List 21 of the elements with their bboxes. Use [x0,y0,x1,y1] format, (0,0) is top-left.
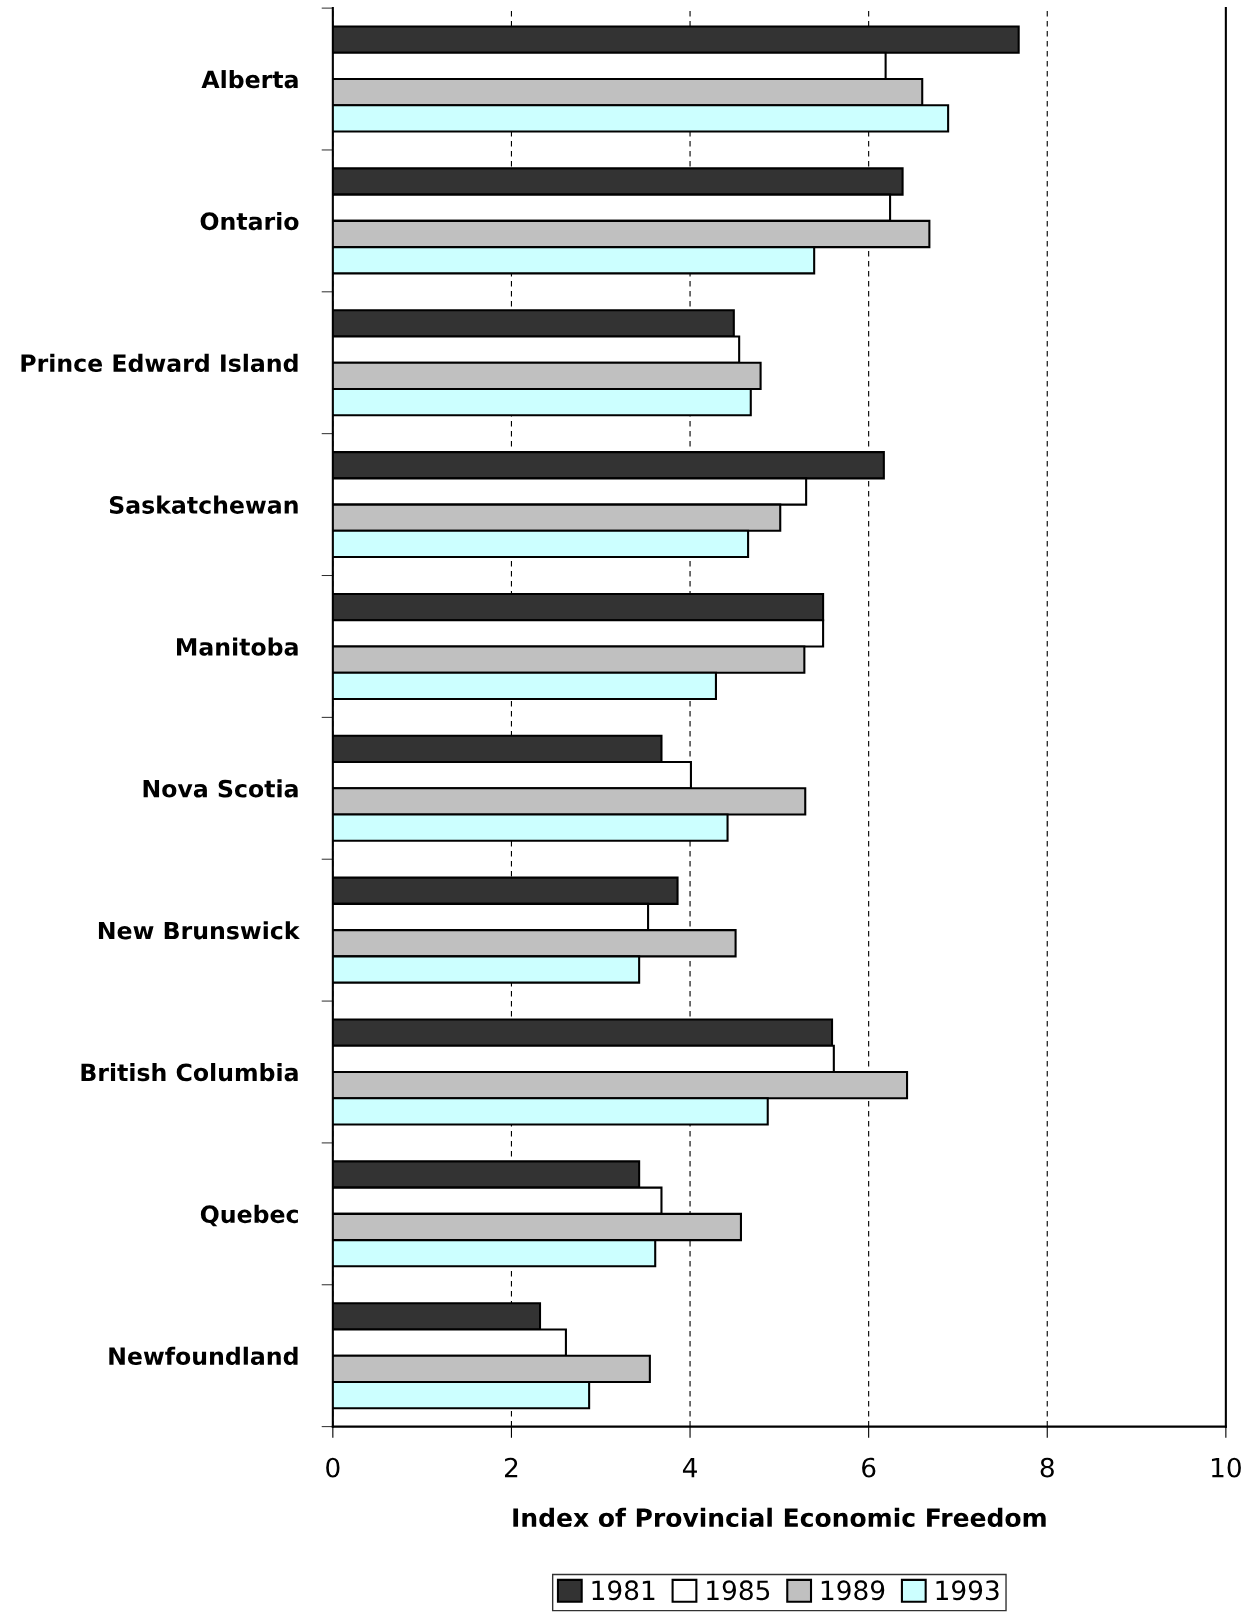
y-tick-label: Prince Edward Island [21,353,298,373]
x-tick-label: 8 [1040,1457,1054,1478]
y-tick-label: Ontario [200,211,299,231]
legend-label: 1985 [707,1580,770,1601]
x-tick-label: 4 [682,1457,697,1478]
y-tick-label: Nova Scotia [143,779,298,798]
y-tick-label: Saskatchewan [109,495,298,514]
y-tick-label: Alberta [201,70,298,89]
x-tick-label: 10 [1211,1457,1241,1478]
x-tick-label: 6 [862,1457,876,1478]
x-axis-title: Index of Provincial Economic Freedom [513,1507,1046,1528]
legend-label: 1981 [592,1580,655,1601]
x-tick-label: 0 [326,1457,340,1478]
y-tick-label: Newfoundland [109,1346,298,1365]
x-tick-label: 2 [504,1457,518,1478]
legend-label: 1993 [936,1580,999,1601]
y-tick-label: British Columbia [81,1063,298,1082]
y-tick-label: Manitoba [177,637,298,656]
y-tick-label: Quebec [200,1204,298,1227]
legend-label: 1989 [821,1580,885,1601]
y-tick-label: New Brunswick [98,921,300,940]
